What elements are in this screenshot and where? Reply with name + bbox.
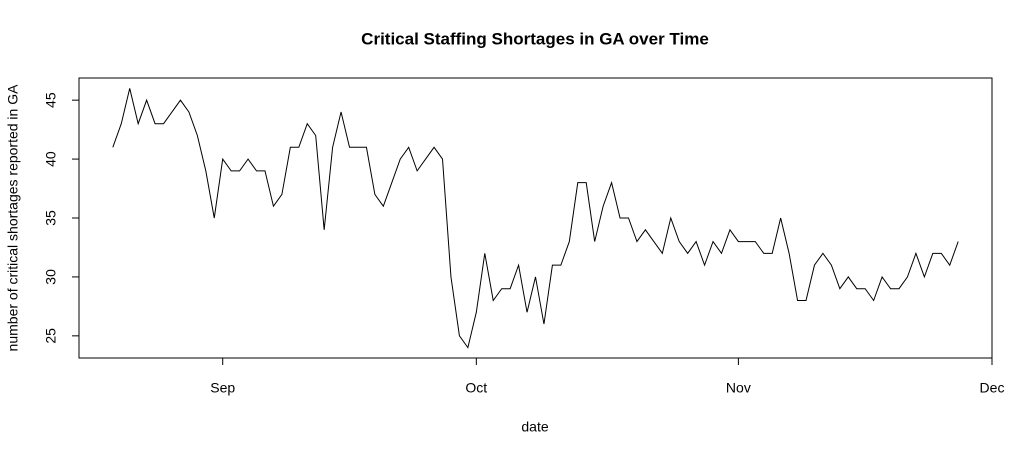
y-tick-label: 30 xyxy=(43,269,59,285)
plot-frame xyxy=(78,77,993,359)
chart-title: Critical Staffing Shortages in GA over T… xyxy=(361,29,709,48)
x-tick-label: Sep xyxy=(210,380,235,396)
x-tick-label: Oct xyxy=(465,380,487,396)
y-tick-label: 40 xyxy=(43,151,59,167)
y-tick-label: 35 xyxy=(43,210,59,226)
y-tick-label: 25 xyxy=(43,328,59,344)
x-axis-label: date xyxy=(521,419,548,435)
data-line xyxy=(112,88,959,349)
x-tick-label: Nov xyxy=(726,380,751,396)
y-tick-label: 45 xyxy=(43,92,59,108)
y-axis-label: number of critical shortages reported in… xyxy=(5,84,21,352)
x-tick-label: Dec xyxy=(980,380,1005,396)
